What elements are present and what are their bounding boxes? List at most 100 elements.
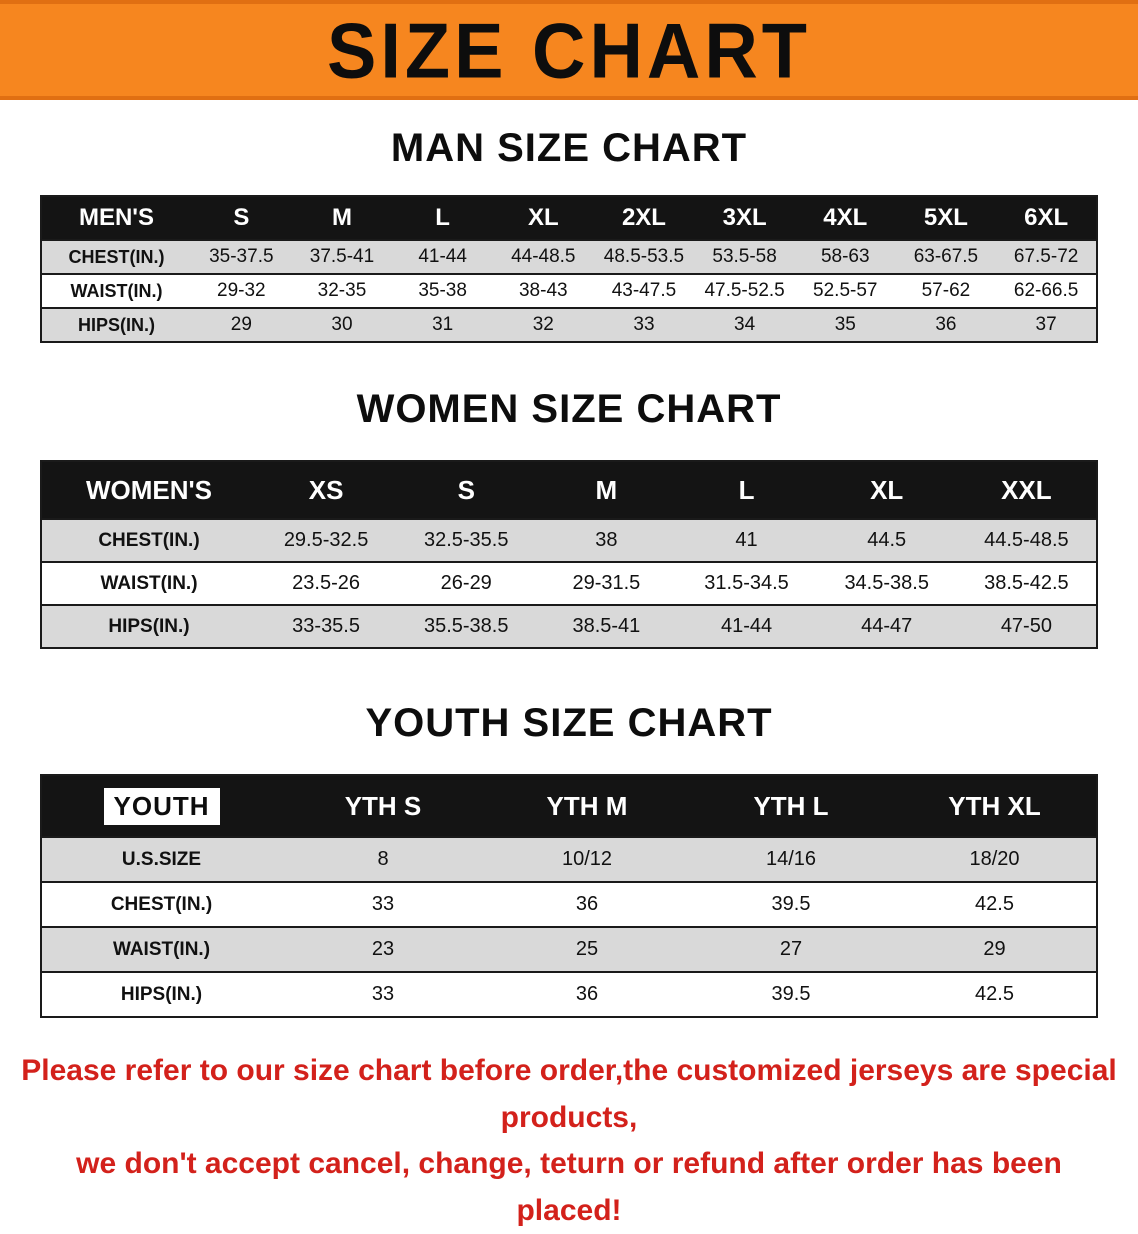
header-cell-size: 3XL <box>694 195 795 241</box>
table-row: HIPS(IN.) 33-35.5 35.5-38.5 38.5-41 41-4… <box>41 604 1097 649</box>
youth-section-heading: YOUTH SIZE CHART <box>365 701 773 745</box>
size-value: 43-47.5 <box>593 273 695 309</box>
table-row: CHEST(IN.) 33 36 39.5 42.5 <box>41 881 1097 928</box>
header-cell-size: XL <box>816 460 957 520</box>
table-header-row: MEN'S S M L XL 2XL 3XL 4XL 5XL 6XL <box>41 195 1097 241</box>
size-value: 29-32 <box>191 273 292 309</box>
size-value: 23 <box>281 926 485 973</box>
size-value: 48.5-53.5 <box>593 239 695 275</box>
row-label: HIPS(IN.) <box>41 971 281 1018</box>
size-value: 32-35 <box>291 273 393 309</box>
youth-label-badge: YOUTH <box>103 787 220 825</box>
disclaimer-line-2: we don't accept cancel, change, teturn o… <box>76 1147 1062 1227</box>
size-value: 29 <box>191 307 292 343</box>
table-row: CHEST(IN.) 29.5-32.5 32.5-35.5 38 41 44.… <box>41 518 1097 563</box>
size-value: 38.5-42.5 <box>956 561 1097 606</box>
order-disclaimer: Please refer to our size chart before or… <box>20 1048 1118 1234</box>
header-cell-size: 4XL <box>794 195 896 241</box>
size-value: 47-50 <box>956 604 1097 649</box>
size-value: 29.5-32.5 <box>256 518 397 563</box>
size-value: 44.5-48.5 <box>956 518 1097 563</box>
size-value: 44-47 <box>816 604 957 649</box>
size-value: 32 <box>492 307 594 343</box>
size-value: 36 <box>485 881 689 928</box>
youth-size-table: YOUTH YTH S YTH M YTH L YTH XL U.S.SIZE … <box>40 774 1098 1018</box>
size-value: 62-66.5 <box>996 273 1097 309</box>
size-value: 39.5 <box>689 971 893 1018</box>
size-value: 34.5-38.5 <box>816 561 957 606</box>
size-value: 44.5 <box>816 518 957 563</box>
size-value: 14/16 <box>689 836 893 883</box>
page-title: SIZE CHART <box>327 6 811 94</box>
size-value: 33 <box>281 881 485 928</box>
size-value: 35-37.5 <box>191 239 292 275</box>
size-value: 36 <box>485 971 689 1018</box>
size-value: 44-48.5 <box>492 239 594 275</box>
size-value: 35.5-38.5 <box>396 604 537 649</box>
header-cell-size: 5XL <box>895 195 997 241</box>
table-row: HIPS(IN.) 33 36 39.5 42.5 <box>41 971 1097 1018</box>
size-value: 34 <box>694 307 795 343</box>
header-cell-size: XL <box>492 195 594 241</box>
size-value: 29-31.5 <box>536 561 677 606</box>
header-cell-size: 6XL <box>996 195 1097 241</box>
size-value: 33-35.5 <box>256 604 397 649</box>
size-value: 35 <box>794 307 896 343</box>
table-row: U.S.SIZE 8 10/12 14/16 18/20 <box>41 836 1097 883</box>
size-value: 33 <box>281 971 485 1018</box>
size-value: 67.5-72 <box>996 239 1097 275</box>
table-header-row: WOMEN'S XS S M L XL XXL <box>41 460 1097 520</box>
women-size-table: WOMEN'S XS S M L XL XXL CHEST(IN.) 29.5-… <box>40 460 1098 649</box>
size-value: 18/20 <box>893 836 1097 883</box>
size-value: 23.5-26 <box>256 561 397 606</box>
size-value: 26-29 <box>396 561 537 606</box>
table-row: WAIST(IN.) 29-32 32-35 35-38 38-43 43-47… <box>41 273 1097 309</box>
size-value: 33 <box>593 307 695 343</box>
size-value: 57-62 <box>895 273 997 309</box>
header-cell-size: XS <box>256 460 397 520</box>
header-cell-size: L <box>392 195 493 241</box>
size-value: 41-44 <box>392 239 493 275</box>
row-label: WAIST(IN.) <box>41 561 256 606</box>
header-cell-size: M <box>536 460 677 520</box>
size-value: 39.5 <box>689 881 893 928</box>
row-label: CHEST(IN.) <box>41 518 256 563</box>
size-value: 63-67.5 <box>895 239 997 275</box>
size-value: 58-63 <box>794 239 896 275</box>
size-value: 10/12 <box>485 836 689 883</box>
size-value: 32.5-35.5 <box>396 518 537 563</box>
row-label: WAIST(IN.) <box>41 273 191 309</box>
header-cell-size: L <box>676 460 817 520</box>
row-label: HIPS(IN.) <box>41 604 256 649</box>
table-row: CHEST(IN.) 35-37.5 37.5-41 41-44 44-48.5… <box>41 239 1097 275</box>
size-value: 42.5 <box>893 971 1097 1018</box>
size-value: 31.5-34.5 <box>676 561 817 606</box>
row-label: U.S.SIZE <box>41 836 281 883</box>
size-value: 30 <box>291 307 393 343</box>
size-value: 42.5 <box>893 881 1097 928</box>
header-cell-size: S <box>396 460 537 520</box>
header-cell-size: S <box>191 195 292 241</box>
size-value: 53.5-58 <box>694 239 795 275</box>
table-header-row: YOUTH YTH S YTH M YTH L YTH XL <box>41 774 1097 838</box>
size-value: 47.5-52.5 <box>694 273 795 309</box>
header-cell-size: YTH XL <box>893 774 1097 838</box>
header-cell-womens: WOMEN'S <box>41 460 256 520</box>
size-value: 31 <box>392 307 493 343</box>
row-label: CHEST(IN.) <box>41 239 191 275</box>
table-row: HIPS(IN.) 29 30 31 32 33 34 35 36 37 <box>41 307 1097 343</box>
header-cell-youth: YOUTH <box>41 774 281 838</box>
header-cell-size: YTH M <box>485 774 689 838</box>
size-value: 35-38 <box>392 273 493 309</box>
header-cell-size: 2XL <box>593 195 695 241</box>
size-value: 38-43 <box>492 273 594 309</box>
row-label: CHEST(IN.) <box>41 881 281 928</box>
size-value: 41 <box>676 518 817 563</box>
size-value: 27 <box>689 926 893 973</box>
size-value: 25 <box>485 926 689 973</box>
size-value: 38 <box>536 518 677 563</box>
row-label: HIPS(IN.) <box>41 307 191 343</box>
size-value: 29 <box>893 926 1097 973</box>
man-section-heading: MAN SIZE CHART <box>390 126 748 170</box>
